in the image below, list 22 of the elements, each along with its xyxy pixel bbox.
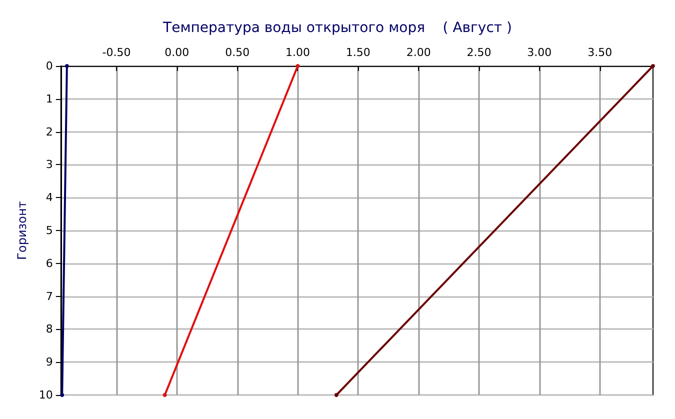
x-tick-label: 0.50: [225, 46, 250, 59]
x-tick-label: 1.00: [285, 46, 310, 59]
x-tick-label: -0.50: [102, 46, 131, 59]
y-tick-label: 9: [46, 356, 53, 369]
y-tick-label: 7: [46, 290, 53, 303]
y-axis-title: Горизонт: [15, 201, 29, 260]
y-tick-label: 1: [46, 92, 53, 106]
y-tick-label: 3: [46, 158, 53, 172]
x-tick-label: 3.50: [588, 46, 612, 59]
y-tick-label: 2: [46, 125, 53, 138]
y-tick-label: 4: [46, 191, 53, 204]
y-tick-label: 8: [46, 322, 53, 336]
y-tick-label: 0: [46, 60, 53, 72]
x-tick-label: 2.00: [406, 46, 431, 59]
x-tick-label: 3.00: [527, 46, 552, 59]
y-tick-label: 5: [46, 224, 53, 237]
x-tick-label: 1.50: [346, 46, 370, 59]
chart-title: Температура воды открытого моря ( Август ): [162, 20, 512, 36]
x-tick-label: 2.50: [466, 46, 492, 59]
y-tick-label: 6: [46, 256, 53, 270]
x-tick-label: 0.00: [164, 46, 190, 59]
y-tick-label: 10: [38, 388, 53, 402]
